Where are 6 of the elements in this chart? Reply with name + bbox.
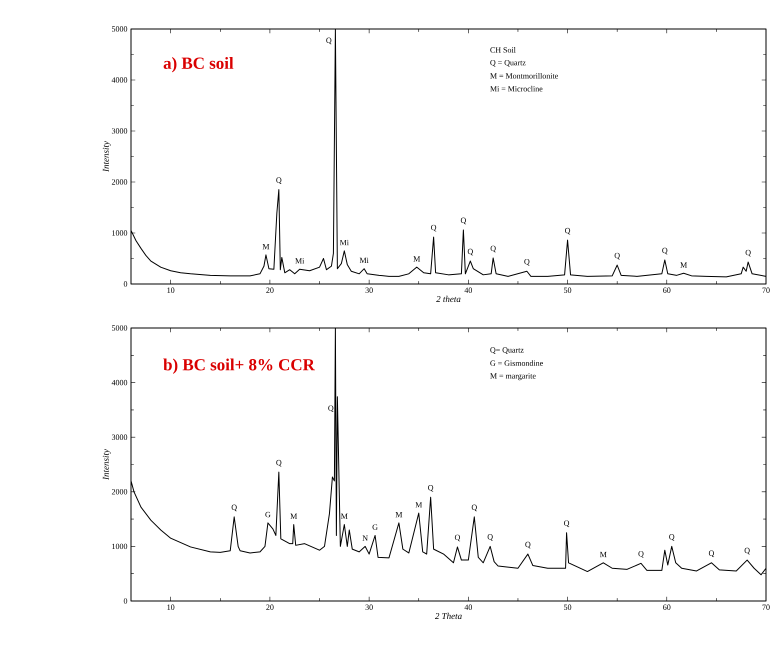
x-axis-title: 2 theta (436, 296, 460, 302)
text: b) BC soil+ 8% CCR (163, 358, 315, 374)
y-axis-title: Intensity (102, 449, 111, 480)
y-axis-title: Intensity (102, 141, 111, 172)
x-axis-title: 2 Theta (434, 612, 462, 620)
text: a) BC soil (164, 57, 234, 72)
